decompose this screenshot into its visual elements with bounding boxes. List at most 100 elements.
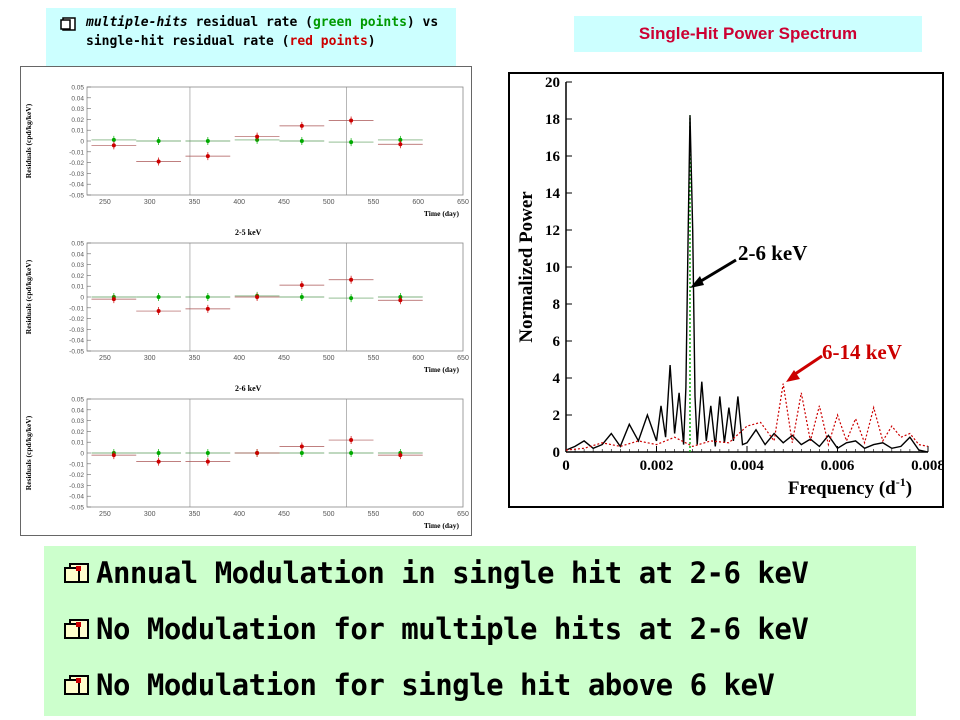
- annotation-arrowhead: [786, 370, 800, 382]
- x-tick-label: 550: [368, 199, 380, 206]
- series-6-14kev-line: [565, 383, 929, 451]
- data-point: [398, 298, 403, 303]
- spectrum-title: Single-Hit Power Spectrum: [574, 16, 922, 52]
- y-tick-label: 0: [80, 451, 84, 458]
- y-tick-label: 0.02: [71, 117, 84, 124]
- x-tick-label: 500: [323, 511, 335, 518]
- data-point: [111, 143, 116, 148]
- bullet-icon: [60, 17, 76, 31]
- y-tick-label: -0.05: [69, 349, 84, 356]
- y-axis-label: Normalized Power: [516, 191, 537, 343]
- y-tick-label: 18: [545, 112, 560, 128]
- y-tick-label: -0.03: [69, 171, 84, 178]
- data-point: [156, 459, 161, 464]
- x-tick-label: 0.008: [911, 458, 942, 474]
- y-tick-label: -0.02: [69, 472, 84, 479]
- x-tick-label: 450: [278, 199, 290, 206]
- data-point: [205, 451, 210, 455]
- bullet-icon: [64, 563, 89, 583]
- data-point: [156, 309, 161, 314]
- y-tick-label: 0: [80, 295, 84, 302]
- x-tick-label: 300: [144, 355, 156, 362]
- y-tick-label: 12: [545, 223, 560, 239]
- data-point: [299, 451, 304, 455]
- data-point: [205, 154, 210, 159]
- bullet-icon: [64, 675, 89, 695]
- y-tick-label: -0.04: [69, 494, 84, 501]
- y-axis-label: Residuals (cpd/kg/keV): [24, 103, 33, 178]
- plot-title: 2-6 keV: [235, 384, 262, 393]
- y-tick-label: 0.03: [71, 418, 84, 425]
- x-tick-label: 600: [412, 199, 424, 206]
- data-point: [349, 451, 354, 455]
- conclusions-box: Annual Modulation in single hit at 2-6 k…: [44, 546, 916, 716]
- x-axis-label-sup: -1: [896, 475, 906, 489]
- caption-text-a: residual rate (: [187, 15, 313, 30]
- plot-title: 2-5 keV: [235, 228, 262, 237]
- x-axis-label: Time (day): [424, 209, 460, 218]
- y-axis-label: Residuals (cpd/kg/keV): [24, 259, 33, 334]
- y-tick-label: 16: [545, 149, 561, 165]
- x-tick-label: 550: [368, 355, 380, 362]
- x-tick-label: 400: [233, 355, 245, 362]
- caption-multiple-hits: multiple-hits: [86, 15, 188, 30]
- residual-plot: 2-5 keV 0.05 0.04 0.03 0.02 0.01 0 -0.01 -0.02 -0…: [24, 228, 469, 374]
- data-point: [156, 451, 161, 455]
- x-tick-label: 550: [368, 511, 380, 518]
- conclusion-text: No Modulation for single hit above 6 keV: [96, 668, 775, 702]
- data-point: [156, 295, 161, 299]
- x-axis-label-end: ): [906, 478, 912, 499]
- x-tick-label: 450: [278, 355, 290, 362]
- data-point: [111, 137, 116, 142]
- data-point: [205, 295, 210, 299]
- residual-plot: 0.05 0.04 0.03 0.02 0.01 0 -0.01 -0.02 -0.03 -0.0…: [24, 85, 469, 219]
- x-tick-label: 350: [189, 355, 201, 362]
- conclusion-item: No Modulation for multiple hits at 2-6 k…: [62, 612, 809, 646]
- y-tick-label: 0.01: [71, 440, 84, 447]
- annotation-arrow: [695, 258, 737, 286]
- x-tick-label: 300: [144, 199, 156, 206]
- data-point: [398, 137, 403, 142]
- data-point: [349, 277, 354, 282]
- data-point: [299, 123, 304, 128]
- residuals-charts: 0.05 0.04 0.03 0.02 0.01 0 -0.01 -0.02 -0.03 -0.0…: [24, 85, 469, 531]
- conclusion-item: No Modulation for single hit above 6 keV: [62, 668, 775, 702]
- y-tick-label: 0.01: [71, 128, 84, 135]
- x-tick-label: 600: [412, 511, 424, 518]
- residual-plot: 2-6 keV 0.05 0.04 0.03 0.02 0.01 0 -0.01 -0.02 -0…: [24, 384, 469, 530]
- caption-text-c: ): [367, 34, 376, 49]
- y-axis-label: Residuals (cpd/kg/keV): [24, 415, 33, 490]
- x-axis-label: Frequency (d-1): [788, 475, 912, 499]
- data-point: [255, 134, 260, 139]
- data-point: [349, 118, 354, 123]
- data-point: [255, 295, 260, 299]
- y-tick-label: 4: [553, 371, 561, 387]
- data-point: [205, 306, 210, 311]
- y-tick-label: 0.05: [71, 397, 84, 404]
- y-tick-label: -0.02: [69, 160, 84, 167]
- data-point: [205, 459, 210, 464]
- data-point: [398, 453, 403, 458]
- data-point: [299, 283, 304, 288]
- conclusion-text: Annual Modulation in single hit at 2-6 k…: [96, 556, 809, 590]
- data-point: [349, 296, 354, 301]
- data-point: [111, 453, 116, 458]
- annotation-arrowhead: [690, 276, 704, 288]
- power-spectrum-chart: 0 2 4 6 8 10 12 14 16 18 20 0 0.002 0.004 0.006 0.008 No…: [516, 75, 945, 499]
- x-tick-label: 650: [457, 199, 469, 206]
- data-point: [205, 139, 210, 143]
- x-tick-label: 600: [412, 355, 424, 362]
- caption-green-points: green points: [312, 15, 407, 30]
- y-tick-label: -0.04: [69, 182, 84, 189]
- y-tick-label: 20: [545, 75, 560, 91]
- caption-red-points: red points: [289, 34, 368, 49]
- x-tick-label: 0.006: [821, 458, 855, 474]
- y-tick-label: 0.02: [71, 273, 84, 280]
- y-tick-label: -0.05: [69, 193, 84, 200]
- y-tick-label: 0.04: [71, 251, 84, 258]
- x-tick-label: 400: [233, 511, 245, 518]
- y-tick-label: 0.05: [71, 241, 84, 248]
- data-point: [398, 142, 403, 147]
- y-tick-label: -0.03: [69, 327, 84, 334]
- x-axis-label: Time (day): [424, 521, 460, 530]
